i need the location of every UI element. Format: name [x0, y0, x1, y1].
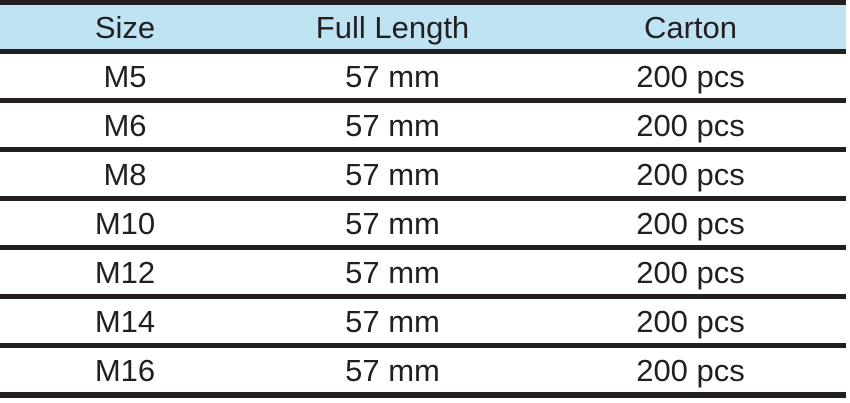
column-header-carton: Carton [643, 9, 738, 45]
cell-carton: 200 pcs [636, 156, 745, 192]
table-row: M8 57 mm 200 pcs [0, 150, 846, 199]
cell-size: M16 [94, 352, 156, 388]
cell-full-length: 57 mm [345, 58, 440, 94]
cell-size: M10 [94, 205, 156, 241]
cell-full-length: 57 mm [345, 156, 440, 192]
table-row: M5 57 mm 200 pcs [0, 52, 846, 101]
cell-size: M14 [94, 303, 156, 339]
cell-size: M8 [103, 156, 147, 192]
table-row: M12 57 mm 200 pcs [0, 248, 846, 297]
cell-full-length: 57 mm [345, 205, 440, 241]
cell-carton: 200 pcs [636, 352, 745, 388]
cell-carton: 200 pcs [636, 107, 745, 143]
cell-size: M12 [94, 254, 156, 290]
column-header-size: Size [94, 9, 156, 45]
cell-full-length: 57 mm [345, 254, 440, 290]
cell-carton: 200 pcs [636, 58, 745, 94]
cell-carton: 200 pcs [636, 254, 745, 290]
table-row: M16 57 mm 200 pcs [0, 346, 846, 395]
table-row: M10 57 mm 200 pcs [0, 199, 846, 248]
cell-full-length: 57 mm [345, 303, 440, 339]
table-row: M14 57 mm 200 pcs [0, 297, 846, 346]
column-header-full-length: Full Length [315, 9, 470, 45]
cell-carton: 200 pcs [636, 303, 745, 339]
cell-full-length: 57 mm [345, 107, 440, 143]
cell-size: M6 [103, 107, 147, 143]
cell-full-length: 57 mm [345, 352, 440, 388]
header-row: Size Full Length Carton [0, 2, 846, 52]
cell-size: M5 [103, 58, 147, 94]
table-row: M6 57 mm 200 pcs [0, 101, 846, 150]
cell-carton: 200 pcs [636, 205, 745, 241]
